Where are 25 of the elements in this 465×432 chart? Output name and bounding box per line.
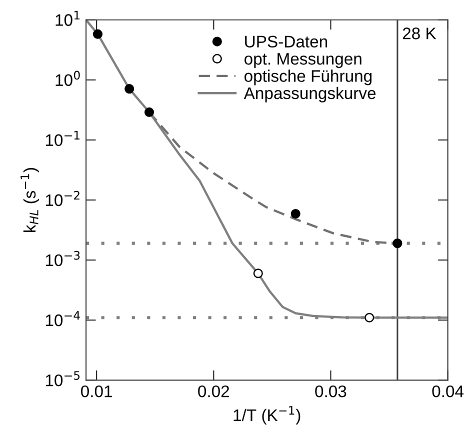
x-tick-label: 0.01 [80, 385, 112, 398]
ref-line-label: 28 K [402, 28, 436, 40]
legend-label: opt. Messungen [244, 53, 362, 68]
x-axis-title: 1/T (K$^{−1}$) [234, 406, 300, 424]
y-tick-label: 10$^{−5}$ [46, 371, 80, 386]
point [124, 84, 134, 94]
legend-label: Anpassungskurve [244, 86, 376, 102]
y-tick-label: 10$^{−1}$ [46, 131, 80, 146]
x-tick-label: 0.03 [315, 385, 346, 398]
y-tick-label: 10$^{−2}$ [46, 190, 80, 206]
legend-label: UPS-Daten [245, 36, 328, 48]
x-tick-label: 0.04 [432, 385, 464, 398]
y-tick-label: 10$^{0}$ [56, 70, 80, 86]
point [144, 107, 154, 117]
point [392, 238, 402, 248]
x-tick-label: 0.02 [198, 385, 230, 398]
point [92, 29, 103, 39]
point [290, 208, 300, 219]
y-tick-label: 10$^{−3}$ [46, 250, 80, 266]
legend-label: optische Führung [244, 70, 372, 86]
y-axis-title: k$_{HL}$ (s$^{−1}$) [20, 168, 39, 232]
point [364, 312, 374, 322]
y-tick-label: 10$^{−4}$ [46, 311, 80, 326]
point [253, 268, 263, 278]
y-tick-label: 10$^{1}$ [56, 10, 80, 26]
